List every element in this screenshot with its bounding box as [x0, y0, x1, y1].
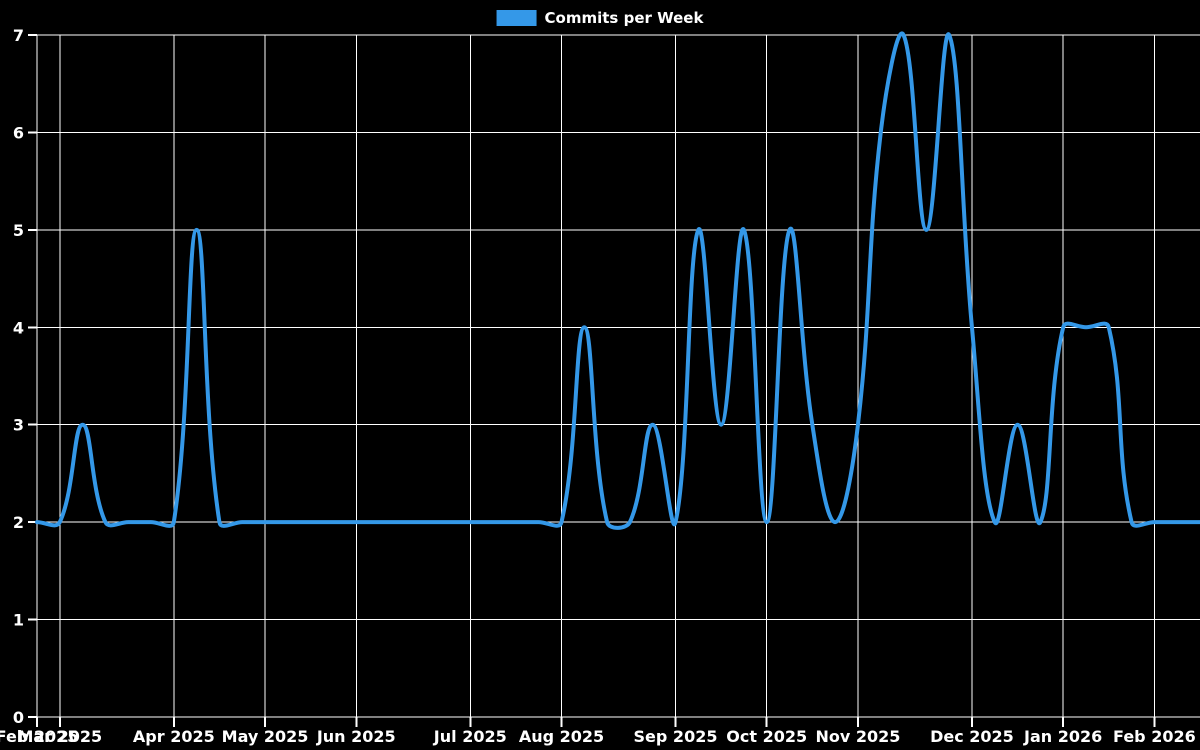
- x-tick-label: Jun 2025: [316, 727, 396, 746]
- legend: Commits per Week: [496, 9, 704, 27]
- x-tick-label: Jan 2026: [1023, 727, 1102, 746]
- x-tick-label: Nov 2025: [815, 727, 900, 746]
- x-tick-label: Jul 2025: [433, 727, 507, 746]
- x-tick-label: Oct 2025: [726, 727, 807, 746]
- y-tick-label: 5: [13, 221, 24, 240]
- x-tick-label: Apr 2025: [133, 727, 215, 746]
- x-tick-label: May 2025: [222, 727, 309, 746]
- y-tick-label: 0: [13, 708, 24, 727]
- y-tick-label: 7: [13, 26, 24, 45]
- y-tick-label: 6: [13, 123, 24, 142]
- y-tick-label: 3: [13, 416, 24, 435]
- x-tick-label: Mar 2025: [17, 727, 102, 746]
- x-tick-label: Sep 2025: [634, 727, 718, 746]
- legend-swatch: [496, 10, 537, 26]
- y-tick-label: 2: [13, 513, 24, 532]
- y-tick-label: 1: [13, 611, 24, 630]
- commits-series-line: [35, 31, 1200, 530]
- x-tick-label: Feb 2025: [0, 727, 78, 746]
- legend-label: Commits per Week: [544, 9, 704, 27]
- y-tick-label: 4: [13, 318, 24, 337]
- x-tick-label: Aug 2025: [519, 727, 604, 746]
- x-tick-label: Feb 2026: [1113, 727, 1196, 746]
- x-tick-label: Dec 2025: [930, 727, 1014, 746]
